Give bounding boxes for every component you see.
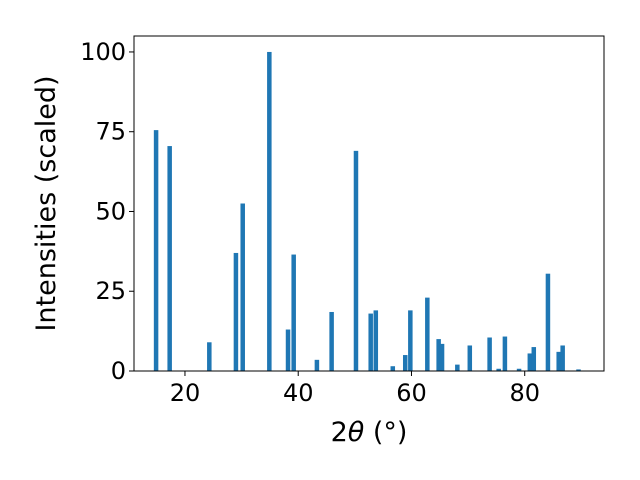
bar: [487, 337, 492, 371]
bar: [467, 345, 473, 371]
bar: [285, 329, 291, 371]
bar: [167, 146, 172, 371]
bar: [502, 336, 508, 371]
bar: [329, 311, 334, 371]
bar: [556, 351, 561, 371]
plot-frame: [133, 35, 605, 372]
y-tick-label: 0: [111, 357, 126, 385]
bar: [353, 150, 359, 371]
bar: [455, 364, 460, 371]
x-tick-label: 40: [283, 379, 314, 407]
bar: [373, 310, 379, 371]
bar: [527, 353, 533, 371]
bar: [576, 369, 581, 371]
bar: [402, 355, 408, 371]
bar: [267, 51, 272, 371]
bar: [425, 297, 430, 371]
bar: [531, 347, 537, 371]
bar: [560, 345, 565, 371]
y-tick-label: 50: [95, 197, 126, 225]
x-ticks-group: 20 40 60 80: [170, 371, 540, 407]
bar: [439, 343, 445, 371]
bar: [207, 342, 212, 371]
y-tick-label: 25: [95, 277, 126, 305]
y-tick-label: 100: [80, 38, 126, 66]
bar: [368, 313, 373, 371]
y-axis-label: Intensities (scaled): [31, 75, 62, 331]
bar: [291, 254, 296, 371]
x-tick-label: 20: [170, 379, 201, 407]
bar: [153, 130, 159, 371]
bar: [408, 310, 413, 371]
bar: [314, 359, 320, 371]
bar: [436, 339, 441, 371]
bar: [496, 368, 501, 371]
x-axis-label: 2θ (°): [331, 417, 408, 448]
y-ticks-group: 0 25 50 75 100: [80, 38, 134, 385]
y-tick-label: 75: [95, 118, 126, 146]
bar: [240, 203, 245, 371]
bar: [233, 252, 239, 371]
bar: [390, 366, 396, 371]
bar: [516, 368, 522, 371]
bars-group: [153, 51, 581, 371]
x-tick-label: 60: [396, 379, 427, 407]
bar: [545, 273, 551, 371]
x-tick-label: 80: [509, 379, 540, 407]
